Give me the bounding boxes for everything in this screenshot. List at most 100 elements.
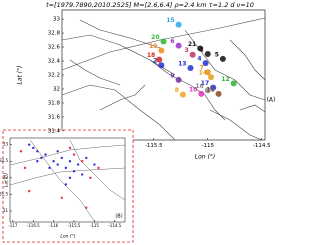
point — [208, 74, 215, 81]
inset-map-lines — [9, 139, 126, 223]
point — [72, 170, 76, 173]
inset-x-axis-label: Lon (°) — [60, 234, 76, 240]
x-tick-label: -116.5 — [27, 223, 40, 228]
point-label: 20 — [151, 34, 159, 41]
x-tick-label: -115.5 — [145, 143, 163, 149]
point — [36, 160, 39, 163]
point-label: 2 — [153, 58, 157, 65]
point-label: 5 — [215, 51, 219, 58]
x-tick-label: -115 — [90, 223, 100, 228]
y-tick-label: 32.6 — [48, 45, 61, 51]
point — [44, 153, 47, 156]
point-label: 21 — [188, 41, 196, 48]
point — [230, 80, 237, 87]
y-tick-label: 32.8 — [48, 31, 61, 37]
point — [202, 60, 209, 67]
point-label: 9 — [170, 72, 174, 79]
point — [219, 55, 226, 62]
inset-frame — [2, 129, 134, 243]
point — [198, 90, 205, 97]
x-tick-label: -117 — [8, 223, 18, 228]
point-label: 19 — [149, 43, 157, 50]
point — [56, 150, 59, 153]
point — [40, 156, 43, 160]
point — [60, 196, 63, 199]
y-tick-label: 33 — [53, 17, 60, 23]
point — [68, 146, 72, 150]
y-tick-label: 31.8 — [48, 100, 61, 106]
point — [175, 76, 182, 83]
point-label: 4 — [197, 56, 201, 63]
point — [64, 166, 68, 170]
point — [187, 65, 194, 72]
point — [215, 90, 222, 97]
point — [158, 47, 165, 54]
y-tick-label: 31.4 — [48, 128, 61, 134]
point — [80, 160, 84, 163]
inset-axes — [9, 137, 126, 223]
point — [68, 176, 72, 180]
x-tick-label: -114.5 — [108, 223, 121, 228]
point — [27, 189, 31, 193]
x-tick-label: -115 — [202, 143, 215, 149]
point — [80, 173, 84, 176]
chart-title: t=[1979.7890,2010.2525] M=[2.6,6.4] ρ=2.… — [46, 1, 254, 9]
inset-panel-label: (B) — [115, 214, 122, 220]
point — [210, 84, 217, 91]
point — [97, 166, 100, 170]
point-label: 12 — [221, 76, 229, 83]
point-label: 1 — [200, 47, 204, 54]
point — [56, 163, 59, 166]
point — [27, 143, 31, 146]
point — [156, 56, 163, 63]
point — [23, 166, 27, 170]
point-label: 18 — [147, 52, 155, 59]
point-label: 7 — [200, 65, 204, 72]
fault-lines — [61, 17, 266, 141]
point — [85, 206, 88, 209]
y-tick-label: 33 — [3, 142, 9, 147]
figure: t=[1979.7890,2010.2525] M=[2.6,6.4] ρ=2.… — [0, 1, 276, 243]
y-tick-label: 32.4 — [48, 59, 61, 65]
point — [72, 153, 76, 156]
x-tick-label: -114.5 — [253, 143, 271, 149]
point — [89, 176, 92, 180]
y-axis-label: Lat (°) — [17, 66, 24, 85]
point — [179, 91, 186, 98]
y-tick-label: 31.6 — [48, 114, 61, 120]
inset-y-axis-label: Lat (°) — [4, 173, 10, 187]
point — [175, 21, 182, 28]
point-label: 16 — [195, 83, 203, 90]
point — [32, 146, 35, 150]
point — [93, 163, 96, 166]
point-label: 15 — [166, 17, 174, 24]
point — [160, 38, 167, 45]
point — [158, 62, 165, 69]
point — [175, 42, 182, 49]
point-label: 14 — [199, 70, 207, 77]
point-label: 6 — [170, 38, 174, 45]
panel-label: (A) — [267, 97, 276, 104]
point — [36, 150, 39, 153]
point-label: 13 — [178, 61, 186, 68]
point — [189, 51, 196, 58]
point-label: 17 — [201, 80, 209, 87]
point — [60, 156, 63, 160]
point — [48, 166, 51, 170]
y-tick-label: 31 — [3, 208, 9, 213]
y-tick-label: 31.5 — [0, 191, 8, 196]
point — [204, 51, 211, 58]
point — [68, 160, 72, 163]
point — [19, 150, 23, 153]
point-label: 3 — [184, 47, 188, 54]
point — [76, 163, 80, 166]
point-label: 10 — [189, 86, 197, 93]
point-label: 8 — [175, 87, 179, 94]
y-tick-label: 32.2 — [48, 73, 60, 79]
point — [204, 69, 211, 76]
point — [85, 156, 88, 160]
point — [64, 183, 68, 186]
x-axis-label: Lon (°) — [195, 154, 215, 161]
x-tick-label: -115.5 — [68, 223, 81, 228]
point-label: 11 — [206, 86, 214, 93]
